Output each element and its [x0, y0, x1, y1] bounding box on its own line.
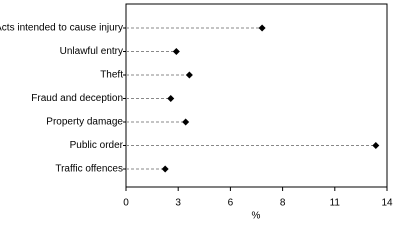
- y-tick-label: Public order: [70, 140, 124, 151]
- x-tick-label: 11: [330, 198, 341, 209]
- x-tick-label: 6: [228, 198, 234, 209]
- dot: [372, 142, 380, 149]
- y-tick-label: Theft: [100, 70, 123, 81]
- x-tick-label: 0: [123, 198, 129, 209]
- dot: [185, 71, 193, 79]
- dot: [161, 165, 169, 173]
- dot: [258, 24, 266, 32]
- dot: [182, 118, 190, 126]
- plot-frame: [125, 3, 388, 188]
- x-tick-label: 3: [175, 198, 181, 209]
- y-tick-label: Acts intended to cause injury: [0, 23, 123, 34]
- x-axis-label: %: [252, 211, 261, 222]
- dot: [172, 48, 180, 55]
- x-tick-label: 8: [280, 198, 286, 209]
- y-tick-label: Fraud and deception: [31, 93, 123, 104]
- x-tick-label: 14: [381, 198, 393, 209]
- y-tick-label: Property damage: [46, 117, 123, 128]
- chart: % 0 3 6 8 11 14 Acts intended to cause injury U…: [0, 3, 393, 222]
- y-tick-label: Unlawful entry: [60, 46, 123, 57]
- y-tick-label: Traffic offences: [55, 164, 123, 175]
- dot: [167, 95, 175, 102]
